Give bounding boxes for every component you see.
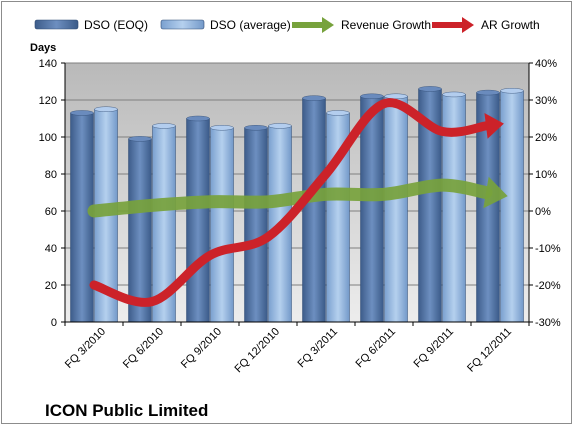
bar-top xyxy=(186,115,210,122)
bar-dso-average xyxy=(210,127,234,323)
bar-dso-eoq xyxy=(128,138,152,323)
bar-dso-average xyxy=(384,96,408,323)
y-tick-label: 60 xyxy=(45,206,57,218)
bar-top xyxy=(94,106,118,112)
ar-growth-arrowhead xyxy=(484,113,504,139)
y-tick-label: 140 xyxy=(39,58,57,70)
bar-top xyxy=(128,136,152,142)
legend-label: AR Growth xyxy=(481,18,540,32)
y2-tick-label: -20% xyxy=(535,280,561,292)
y-axis-ticks: 0 20 40 60 80 100 120 140 xyxy=(39,58,65,329)
bar-top xyxy=(442,91,466,98)
ar-growth-line xyxy=(89,98,491,307)
chart-caption: ICON Public Limited xyxy=(45,401,208,420)
legend-label: DSO (EOQ) xyxy=(84,18,148,32)
legend-label: Revenue Growth xyxy=(341,18,431,32)
bar-dso-eoq xyxy=(70,112,94,323)
revenue-growth-arrowhead xyxy=(483,176,508,209)
revenue-growth-line xyxy=(87,178,493,218)
y2-tick-label: 20% xyxy=(535,132,557,144)
bar-top xyxy=(384,93,408,100)
y-tick-label: 120 xyxy=(39,95,57,107)
x-tick-label: FQ 9/2011 xyxy=(411,326,456,371)
x-axis-ticks: FQ 3/2010 FQ 6/2010 FQ 9/2010 FQ 12/2010 FQ … xyxy=(63,326,514,376)
bar-top xyxy=(244,125,268,131)
bar-top xyxy=(70,110,94,116)
y2-tick-label: 40% xyxy=(535,58,557,70)
bar-top xyxy=(152,123,176,129)
bar-top xyxy=(326,110,350,116)
y-tick-label: 100 xyxy=(39,132,57,144)
x-tick-label: FQ 3/2011 xyxy=(295,326,340,371)
legend-arrowhead xyxy=(322,17,334,33)
bar-dso-eoq xyxy=(360,96,384,323)
x-tick-label: FQ 3/2010 xyxy=(63,326,108,371)
bar-top xyxy=(302,95,326,101)
legend-arrowhead xyxy=(462,17,474,33)
y-tick-label: 80 xyxy=(45,169,57,181)
y2-tick-label: 10% xyxy=(535,169,557,181)
bar-top xyxy=(268,123,292,129)
y2-axis-ticks: -30% -20% -10% 0% 10% 20% 30% 40% xyxy=(529,58,561,329)
x-tick-label: FQ 12/2010 xyxy=(233,326,283,376)
x-tick-label: FQ 6/2010 xyxy=(121,326,166,371)
bar-top xyxy=(210,125,234,131)
y-tick-label: 40 xyxy=(45,243,57,255)
bars xyxy=(70,86,524,323)
bar-dso-eoq xyxy=(244,127,268,323)
bar-top xyxy=(418,86,442,92)
bar-top xyxy=(360,93,384,100)
x-tick-label: FQ 9/2010 xyxy=(179,326,224,371)
y-tick-label: 20 xyxy=(45,280,57,292)
x-tick-label: FQ 12/2011 xyxy=(465,326,514,375)
legend-label: DSO (average) xyxy=(210,18,291,32)
y2-tick-label: 0% xyxy=(535,206,551,218)
y2-tick-label: 30% xyxy=(535,95,557,107)
y-tick-label: 0 xyxy=(51,317,57,329)
axes xyxy=(64,63,530,326)
legend-swatch xyxy=(34,19,79,30)
x-tick-label: FQ 6/2011 xyxy=(353,326,398,371)
bar-dso-eoq xyxy=(302,97,326,323)
y2-tick-label: -10% xyxy=(535,243,561,255)
bar-dso-average xyxy=(500,90,524,323)
y2-tick-label: -30% xyxy=(535,317,561,329)
series-lines xyxy=(87,98,508,307)
bar-top xyxy=(476,89,500,96)
bar-dso-eoq xyxy=(186,118,210,323)
y-axis-title: Days xyxy=(30,42,56,54)
legend-swatch xyxy=(160,19,205,30)
bar-top xyxy=(500,88,524,94)
legend: DSO (EOQ) DSO (average) Revenue Growth AR G… xyxy=(34,17,540,33)
